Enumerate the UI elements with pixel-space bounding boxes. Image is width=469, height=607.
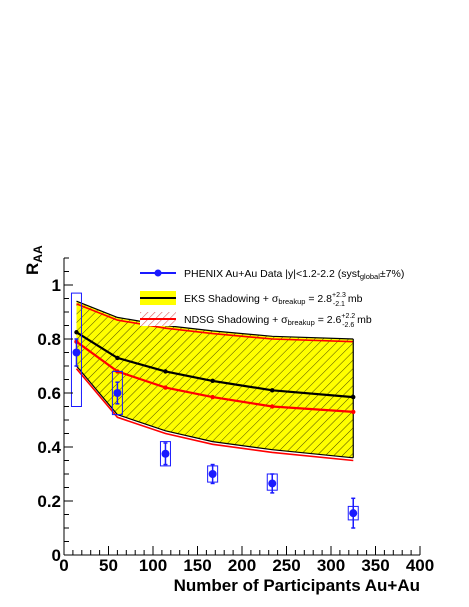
theory-bands	[76, 301, 354, 458]
legend-ndsg-label: NDSG Shadowing + σbreakup = 2.6+2.2 -2.6 …	[184, 313, 372, 329]
eks-central-point	[163, 369, 168, 374]
y-tick-label: 0	[52, 546, 61, 565]
x-tick-label: 100	[139, 556, 167, 575]
x-tick-label: 0	[59, 556, 68, 575]
x-tick-label: 250	[272, 556, 300, 575]
ndsg-lower-line	[75, 368, 354, 462]
x-tick-label: 350	[361, 556, 389, 575]
legend-eks-label: EKS Shadowing + σbreakup = 2.8+2.3 -2.1 m…	[184, 292, 363, 308]
eks-central-point	[351, 394, 356, 400]
ndsg-central-point	[163, 385, 168, 390]
eks-central-line	[75, 331, 354, 399]
legend-data-marker	[154, 269, 162, 277]
data-point	[268, 479, 277, 488]
eks-central-point	[74, 330, 79, 335]
data-point	[72, 348, 81, 357]
x-tick-label: 400	[406, 556, 434, 575]
theory-curves	[74, 300, 356, 462]
y-tick-label: 0.4	[37, 438, 61, 457]
eks-central-point	[210, 378, 215, 384]
syst-box	[111, 370, 123, 416]
data-points	[70, 292, 359, 529]
x-tick-label: 300	[317, 556, 345, 575]
ndsg-central-point	[270, 404, 275, 409]
x-tick-label: 200	[228, 556, 256, 575]
x-axis-title: Number of Participants Au+Au	[174, 576, 420, 595]
x-tick-label: 150	[183, 556, 211, 575]
eks-lower-line	[76, 365, 354, 459]
y-tick-label: 0.8	[37, 330, 61, 349]
y-tick-label: 0.6	[37, 384, 61, 403]
x-tick-label: 50	[99, 556, 118, 575]
eks-central-point	[115, 355, 120, 361]
y-tick-label: 0.2	[37, 492, 61, 511]
legend-data-label: PHENIX Au+Au Data |y|<1.2-2.2 (systgloba…	[184, 268, 404, 281]
syst-box	[159, 441, 171, 467]
eks-upper-line	[76, 300, 354, 340]
data-point	[208, 470, 217, 478]
y-axis-title: RAA	[23, 245, 45, 275]
eks-central-point	[270, 388, 275, 393]
syst-box	[70, 292, 82, 408]
ndsg-central-point	[210, 394, 215, 400]
eks-band-hatch	[76, 301, 354, 458]
data-point	[349, 509, 358, 518]
axes: 0 50 100 150 200 250 300 350 400 0 0.2 0.4 0.6 0.8 1	[37, 257, 434, 575]
ndsg-central-point	[351, 409, 356, 415]
ndsg-central-line	[75, 340, 354, 413]
legend: PHENIX Au+Au Data |y|<1.2-2.2 (systgloba…	[140, 268, 404, 329]
data-point	[113, 389, 122, 397]
ndsg-upper-line	[76, 303, 354, 343]
data-point	[161, 449, 170, 458]
y-tick-label: 1	[52, 276, 61, 295]
